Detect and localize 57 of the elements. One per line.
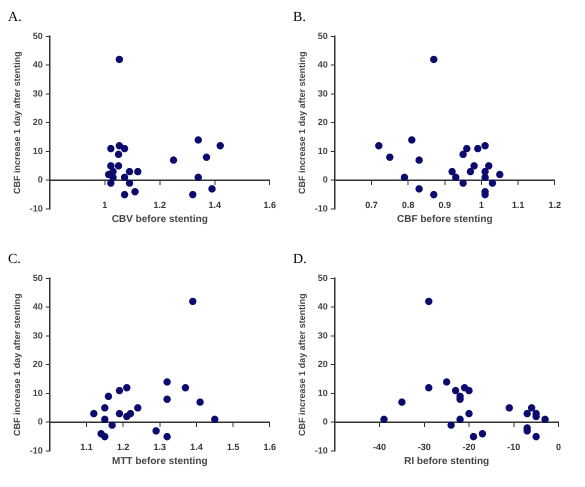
y-tick-label: 20	[32, 117, 43, 128]
y-tick-label: 40	[318, 60, 328, 70]
x-tick-label: 1.5	[226, 442, 240, 452]
x-tick-label: -30	[418, 442, 431, 452]
y-tick-label: 10	[318, 388, 328, 398]
y-tick-label: 40	[32, 60, 43, 70]
x-tick-label: 1.2	[548, 200, 561, 210]
y-tick-label: 20	[32, 359, 43, 370]
x-tick-label: 1.2	[154, 200, 166, 210]
x-axis-title: RI before stenting	[404, 456, 490, 467]
chart-title: B.	[293, 9, 307, 27]
y-tick-label: 30	[32, 88, 43, 98]
x-tick-label: 1	[478, 200, 484, 210]
y-axis-title: CBF increase 1 day after stenting	[296, 293, 307, 436]
x-axis-title: CBV before stenting	[112, 214, 208, 225]
x-tick-label: -40	[373, 442, 386, 452]
x-tick-label: 1	[102, 200, 108, 210]
x-axis-title: CBF before stenting	[396, 214, 493, 225]
x-tick-label: -20	[462, 442, 476, 452]
x-tick-label: 0.8	[402, 200, 414, 210]
x-tick-label: 0.7	[365, 200, 378, 210]
y-tick-label: 30	[318, 330, 328, 340]
y-tick-label: 40	[32, 302, 43, 312]
y-axis-title: CBF increase 1 day after stenting	[12, 293, 22, 436]
x-tick-label: 1.4	[190, 442, 203, 452]
y-tick-label: 10	[32, 388, 43, 398]
y-tick-label: 20	[318, 359, 328, 370]
chart-title: D.	[293, 251, 308, 269]
y-axis-title: CBF increase 1 day after stenting	[296, 51, 307, 194]
y-tick-label: 10	[32, 146, 43, 156]
x-tick-label: 1.2	[116, 442, 130, 452]
x-tick-label: 1.1	[512, 200, 524, 210]
y-tick-label: 30	[32, 330, 43, 340]
y-tick-label: 40	[318, 302, 328, 312]
y-tick-label: 20	[318, 117, 328, 128]
x-tick-label: 1.4	[208, 200, 222, 210]
x-tick-label: 1.3	[154, 442, 166, 452]
x-axis-title: MTT before stenting	[112, 456, 208, 467]
y-tick-label: 50	[318, 272, 328, 283]
y-axis-title: CBF increase 1 day after stenting	[12, 51, 22, 194]
x-tick-label: 0.9	[438, 200, 452, 210]
chart-title: A.	[8, 9, 23, 27]
x-tick-label: 1.1	[80, 442, 93, 452]
y-tick-label: 0	[38, 174, 43, 185]
y-tick-label: 50	[32, 272, 43, 283]
x-tick-label: 0	[556, 442, 562, 452]
y-tick-label: 30	[318, 88, 328, 98]
chart-title: C.	[8, 251, 22, 269]
y-tick-label: 0	[322, 416, 328, 427]
y-tick-label: 0	[322, 174, 328, 185]
y-tick-label: 0	[38, 416, 43, 427]
x-tick-label: 1.6	[263, 442, 276, 452]
y-tick-label: 10	[318, 146, 328, 156]
y-tick-label: 50	[32, 30, 43, 41]
x-tick-label: 1.6	[263, 200, 276, 210]
y-tick-label: 50	[318, 30, 328, 41]
x-tick-label: -10	[507, 442, 520, 452]
